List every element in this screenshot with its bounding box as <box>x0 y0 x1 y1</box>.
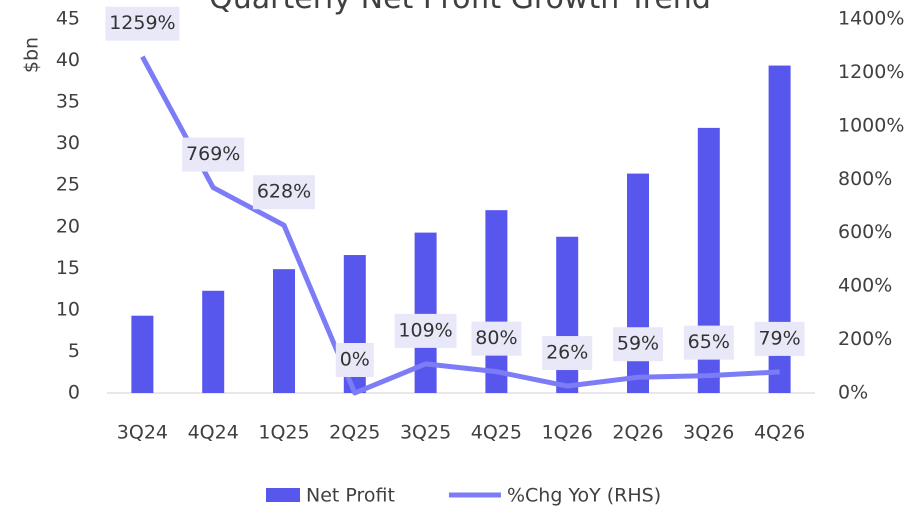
legend-swatch <box>266 488 300 502</box>
x-tick-label: 4Q26 <box>754 422 805 444</box>
y-tick-label: 45 <box>56 8 80 30</box>
data-label-box <box>335 343 374 377</box>
bar <box>768 65 791 393</box>
legend-label: Net Profit <box>306 485 395 507</box>
x-tick-label: 4Q24 <box>188 422 239 444</box>
data-label-box <box>182 137 245 172</box>
data-label: 769% <box>186 143 240 165</box>
line <box>140 55 780 396</box>
chart-title: Quarterly Net Profit Growth Trend <box>209 0 711 16</box>
y-tick-label: 40 <box>56 49 80 71</box>
data-label-box <box>394 313 457 348</box>
bar <box>202 290 225 393</box>
y2-tick-label: 800% <box>838 168 892 190</box>
y-tick-label: 15 <box>56 257 80 279</box>
data-label: 1259% <box>109 12 175 34</box>
y2-tick-label: 1400% <box>838 8 904 30</box>
data-label: 628% <box>257 181 311 203</box>
y2-tick-label: 400% <box>838 275 892 297</box>
data-label: 59% <box>617 333 659 355</box>
y-axis-label: $bn <box>21 37 43 73</box>
x-tick-label: 3Q24 <box>117 422 168 444</box>
data-label-box <box>253 175 315 210</box>
x-tick-label: 3Q25 <box>400 422 451 444</box>
bar <box>131 315 154 393</box>
bar <box>414 232 437 393</box>
y-tick-label: 10 <box>56 298 80 320</box>
y-tick-label: 5 <box>68 340 80 362</box>
data-label: 80% <box>475 327 517 349</box>
y2-tick-label: 1000% <box>838 114 904 136</box>
y-tick-label: 30 <box>56 132 80 154</box>
data-label-box <box>683 325 734 360</box>
y2-tick-label: 600% <box>838 221 892 243</box>
x-tick-label: 4Q25 <box>471 422 522 444</box>
bar <box>485 210 508 393</box>
data-label-box <box>471 321 522 356</box>
data-label: 26% <box>546 342 588 364</box>
data-label-box <box>542 336 593 371</box>
x-tick-label: 3Q26 <box>683 422 734 444</box>
data-label: 65% <box>688 331 730 353</box>
data-label-box <box>105 6 180 41</box>
y-tick-label: 25 <box>56 174 80 196</box>
data-label: 109% <box>398 319 452 341</box>
bar <box>273 269 295 393</box>
x-tick-label: 2Q26 <box>612 422 663 444</box>
data-label: 79% <box>758 327 800 349</box>
x-tick-label: 1Q25 <box>258 422 309 444</box>
y-tick-label: 20 <box>56 215 80 237</box>
y-tick-label: 35 <box>56 91 80 113</box>
data-label: 0% <box>340 349 370 371</box>
x-tick-label: 2Q25 <box>329 422 380 444</box>
y2-tick-label: 1200% <box>838 61 904 83</box>
y2-tick-label: 200% <box>838 328 892 350</box>
x-tick-label: 1Q26 <box>542 422 593 444</box>
legend-label: %Chg YoY (RHS) <box>507 485 661 507</box>
data-label-box <box>754 321 805 356</box>
data-label-box <box>613 327 663 362</box>
y2-tick-label: 0% <box>838 382 868 404</box>
y-tick-label: 0 <box>68 382 80 404</box>
